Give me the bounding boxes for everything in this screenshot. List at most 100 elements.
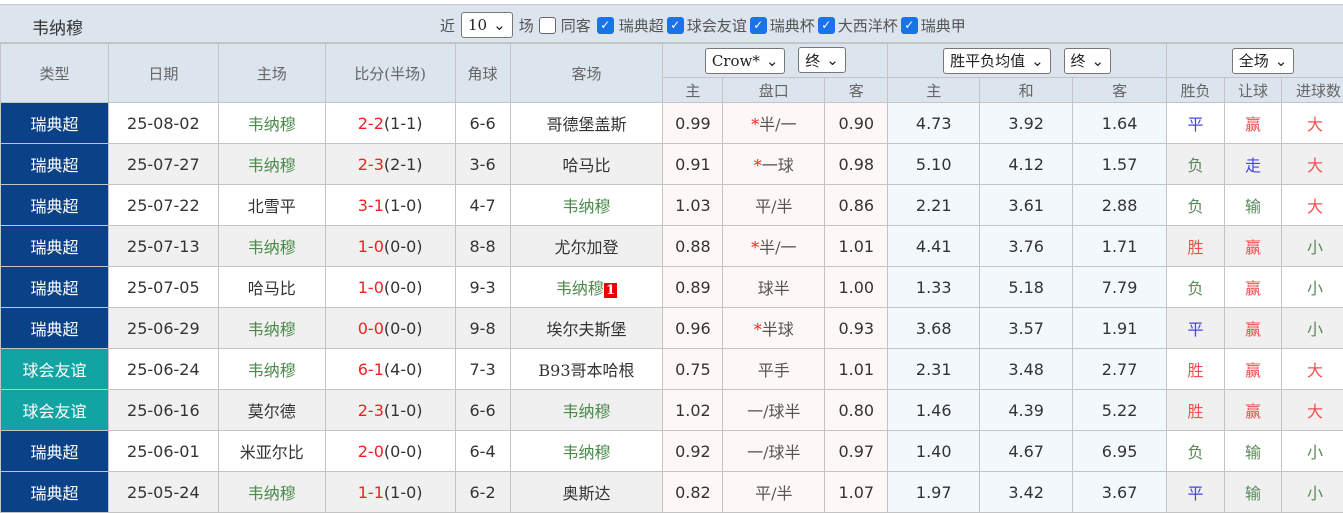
league-checkbox[interactable]: ✓ [750,17,767,34]
asia-away-odds-text: 0.80 [838,401,874,420]
corner-cell: 6-4 [455,431,510,472]
corner-cell: 4-7 [455,185,510,226]
home-team-cell[interactable]: 北雪平 [218,185,325,226]
date-cell: 25-08-02 [108,103,218,144]
away-team-cell[interactable]: 韦纳穆 [510,431,663,472]
league-cell[interactable]: 瑞典超 [1,185,109,226]
league-checkbox[interactable]: ✓ [818,17,835,34]
eu-stage-select[interactable]: 终⌄ [1064,48,1112,74]
league-cell[interactable]: 瑞典超 [1,308,109,349]
league-cell[interactable]: 球会友谊 [1,390,109,431]
handicap-result-cell-text: 赢 [1245,320,1261,339]
eu-type-select[interactable]: 胜平负均值⌄ [943,48,1051,74]
handicap-result-cell: 赢 [1225,308,1282,349]
asia-away-odds-text: 0.93 [838,319,874,338]
asia-company-select[interactable]: Crow*⌄ [705,48,786,74]
date-cell-text: 25-06-01 [127,442,200,461]
away-team-cell[interactable]: 奥斯达 [510,472,663,513]
home-team-cell[interactable]: 韦纳穆 [218,144,325,185]
league-cell[interactable]: 瑞典超 [1,103,109,144]
col-corner: 角球 [455,44,510,103]
eu-type-value: 胜平负均值 [950,50,1025,71]
handicap-cell: 球半 [723,267,825,308]
chevron-down-icon: ⌄ [826,51,839,69]
home-team-cell[interactable]: 韦纳穆 [218,472,325,513]
eu-home-odds: 2.31 [888,349,980,390]
league-checkbox[interactable]: ✓ [597,17,614,34]
handicap-cell: 一/球半 [723,431,825,472]
home-team-cell-text: 韦纳穆 [248,320,296,339]
eu-home-odds-text: 5.10 [916,155,952,174]
asia-home-odds: 1.03 [663,185,723,226]
away-team-cell[interactable]: 尤尔加登 [510,226,663,267]
league-text: 瑞典超 [30,197,78,216]
asia-home-odds-text: 0.75 [675,360,711,379]
away-team-cell[interactable]: 哈马比 [510,144,663,185]
league-cell[interactable]: 瑞典超 [1,472,109,513]
handicap-text: 一球 [762,156,794,175]
asia-home-odds-text: 0.91 [675,155,711,174]
home-team-cell[interactable]: 韦纳穆 [218,308,325,349]
league-cell[interactable]: 瑞典超 [1,226,109,267]
handicap-cell: 平/半 [723,185,825,226]
eu-home-odds-text: 4.73 [916,114,952,133]
eu-home-odds-text: 1.97 [916,483,952,502]
count-select[interactable]: 10⌄ [461,12,513,38]
away-team-text: B93哥本哈根 [538,361,634,380]
eu-home-odds-text: 1.33 [916,278,952,297]
league-checkbox[interactable]: ✓ [667,17,684,34]
result-cell: 负 [1167,185,1225,226]
scope-select[interactable]: 全场⌄ [1232,48,1295,74]
handicap-text: 半球 [762,320,794,339]
score-cell: 1-0(0-0) [325,226,455,267]
away-team-cell[interactable]: B93哥本哈根 [510,349,663,390]
home-team-cell[interactable]: 米亚尔比 [218,431,325,472]
full-score: 2-0 [358,442,384,461]
eu-draw-odds-text: 3.42 [1008,483,1044,502]
score-cell: 1-1(1-0) [325,472,455,513]
result-cell-text: 胜 [1188,238,1204,257]
half-score: (1-1) [384,114,423,133]
away-team-cell[interactable]: 韦纳穆 [510,390,663,431]
home-team-cell-text: 北雪平 [248,197,296,216]
asia-stage-select[interactable]: 终⌄ [798,47,846,73]
handicap-text: 半/一 [759,115,796,134]
goals-result-cell: 小 [1281,431,1343,472]
league-text: 瑞典超 [30,156,78,175]
home-team-cell[interactable]: 韦纳穆 [218,226,325,267]
col-handicap: 盘口 [723,78,825,103]
home-team-cell[interactable]: 韦纳穆 [218,349,325,390]
star-mark: * [751,115,759,134]
league-cell[interactable]: 瑞典超 [1,431,109,472]
handicap-cell: *半球 [723,308,825,349]
full-score: 1-0 [358,278,384,297]
half-score: (0-0) [384,278,423,297]
asia-home-odds: 1.02 [663,390,723,431]
handicap-text: 平/半 [755,484,792,503]
asia-away-odds: 1.07 [825,472,888,513]
full-score: 2-3 [358,401,384,420]
away-team-cell[interactable]: 埃尔夫斯堡 [510,308,663,349]
away-team-cell[interactable]: 哥德堡盖斯 [510,103,663,144]
home-team-cell[interactable]: 哈马比 [218,267,325,308]
eu-home-odds-text: 2.21 [916,196,952,215]
goals-result-cell: 小 [1281,267,1343,308]
league-checkbox[interactable]: ✓ [901,17,918,34]
chevron-down-icon: ⌄ [493,16,506,34]
eu-away-odds-text: 6.95 [1102,442,1138,461]
home-team-cell[interactable]: 莫尔德 [218,390,325,431]
eu-away-odds: 6.95 [1073,431,1167,472]
league-cell[interactable]: 瑞典超 [1,144,109,185]
league-cell[interactable]: 球会友谊 [1,349,109,390]
home-team-cell-text: 韦纳穆 [248,484,296,503]
away-team-cell[interactable]: 韦纳穆 [510,185,663,226]
league-cell[interactable]: 瑞典超 [1,267,109,308]
league-text: 瑞典超 [30,320,78,339]
asia-away-odds-text: 1.01 [838,360,874,379]
same-away-checkbox[interactable] [539,17,556,34]
corner-cell: 3-6 [455,144,510,185]
home-team-cell[interactable]: 韦纳穆 [218,103,325,144]
asia-home-odds-text: 0.96 [675,319,711,338]
